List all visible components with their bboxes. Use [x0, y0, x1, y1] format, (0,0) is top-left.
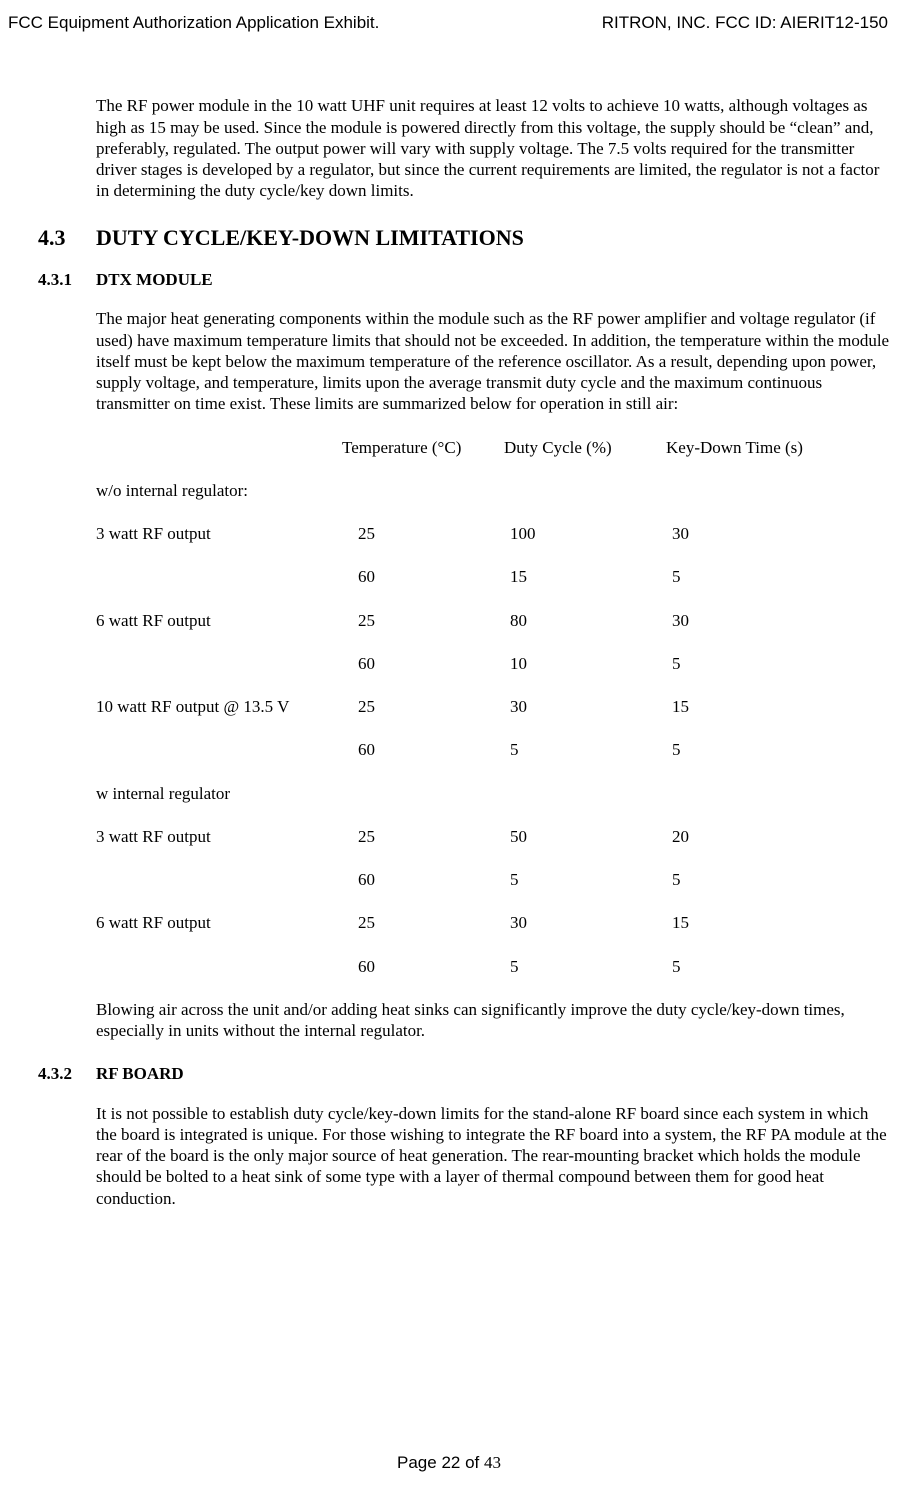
table-row: 60 5 5: [96, 739, 890, 760]
table-row: 6 watt RF output 25 80 30: [96, 610, 890, 631]
section-title: DTX MODULE: [96, 269, 213, 290]
table-row: 60 5 5: [96, 869, 890, 890]
cell-duty: 5: [510, 739, 672, 760]
row-label: 6 watt RF output: [96, 912, 358, 933]
cell-temp: 60: [358, 956, 510, 977]
row-label: 10 watt RF output @ 13.5 V: [96, 696, 358, 717]
cell-duty: 30: [510, 696, 672, 717]
cell-duty: 5: [510, 869, 672, 890]
cell-temp: 25: [358, 523, 510, 544]
row-label: [96, 566, 358, 587]
section-4-3-1: 4.3.1 DTX MODULE: [38, 269, 890, 290]
duty-cycle-table: Temperature (°C) Duty Cycle (%) Key-Down…: [96, 437, 890, 977]
cell-duty: 30: [510, 912, 672, 933]
footer-page-prefix: Page 22 of: [397, 1453, 484, 1472]
cell-keydown: 30: [672, 523, 689, 544]
cell-temp: 25: [358, 826, 510, 847]
table-header-spacer: [96, 437, 342, 458]
cell-duty: 15: [510, 566, 672, 587]
rfboard-paragraph: It is not possible to establish duty cyc…: [96, 1103, 890, 1209]
row-label: [96, 869, 358, 890]
page-footer: Page 22 of 43: [0, 1452, 898, 1473]
cell-duty: 100: [510, 523, 672, 544]
table-row: 60 10 5: [96, 653, 890, 674]
cell-keydown: 20: [672, 826, 689, 847]
cell-temp: 60: [358, 566, 510, 587]
row-label: [96, 653, 358, 674]
col-header-duty: Duty Cycle (%): [504, 437, 666, 458]
section-title: RF BOARD: [96, 1063, 184, 1084]
cell-duty: 80: [510, 610, 672, 631]
header-right: RITRON, INC. FCC ID: AIERIT12-150: [602, 12, 888, 33]
row-label: [96, 739, 358, 760]
section-num: 4.3.1: [38, 269, 96, 290]
cell-keydown: 5: [672, 739, 681, 760]
cell-keydown: 30: [672, 610, 689, 631]
cell-temp: 60: [358, 869, 510, 890]
table-row: 3 watt RF output 25 100 30: [96, 523, 890, 544]
col-header-keydown: Key-Down Time (s): [666, 437, 828, 458]
cell-keydown: 15: [672, 696, 689, 717]
cell-duty: 5: [510, 956, 672, 977]
footer-page-total: 43: [484, 1453, 501, 1472]
table-row: 3 watt RF output 25 50 20: [96, 826, 890, 847]
cell-keydown: 5: [672, 869, 681, 890]
table-row: 60 5 5: [96, 956, 890, 977]
group-label-with-regulator: w internal regulator: [96, 783, 890, 804]
section-num: 4.3: [38, 224, 96, 252]
cell-duty: 50: [510, 826, 672, 847]
intro-paragraph: The RF power module in the 10 watt UHF u…: [96, 95, 890, 201]
table-row: 60 15 5: [96, 566, 890, 587]
cell-temp: 60: [358, 739, 510, 760]
cell-keydown: 5: [672, 956, 681, 977]
table-header-row: Temperature (°C) Duty Cycle (%) Key-Down…: [96, 437, 890, 458]
group-label-without-regulator: w/o internal regulator:: [96, 480, 890, 501]
section-title: DUTY CYCLE/KEY-DOWN LIMITATIONS: [96, 224, 524, 252]
cell-duty: 10: [510, 653, 672, 674]
dtx-paragraph: The major heat generating components wit…: [96, 308, 890, 414]
section-4-3: 4.3 DUTY CYCLE/KEY-DOWN LIMITATIONS: [38, 224, 890, 252]
cell-temp: 60: [358, 653, 510, 674]
cell-keydown: 5: [672, 653, 681, 674]
row-label: 6 watt RF output: [96, 610, 358, 631]
cell-keydown: 5: [672, 566, 681, 587]
row-label: 3 watt RF output: [96, 523, 358, 544]
section-num: 4.3.2: [38, 1063, 96, 1084]
cell-temp: 25: [358, 610, 510, 631]
cell-temp: 25: [358, 912, 510, 933]
header-left: FCC Equipment Authorization Application …: [8, 12, 379, 33]
table-row: 6 watt RF output 25 30 15: [96, 912, 890, 933]
page-header: FCC Equipment Authorization Application …: [0, 0, 898, 33]
after-table-paragraph: Blowing air across the unit and/or addin…: [96, 999, 890, 1042]
row-label: [96, 956, 358, 977]
section-4-3-2: 4.3.2 RF BOARD: [38, 1063, 890, 1084]
row-label: 3 watt RF output: [96, 826, 358, 847]
page-content: The RF power module in the 10 watt UHF u…: [0, 33, 898, 1209]
table-row: 10 watt RF output @ 13.5 V 25 30 15: [96, 696, 890, 717]
col-header-temp: Temperature (°C): [342, 437, 504, 458]
cell-temp: 25: [358, 696, 510, 717]
cell-keydown: 15: [672, 912, 689, 933]
